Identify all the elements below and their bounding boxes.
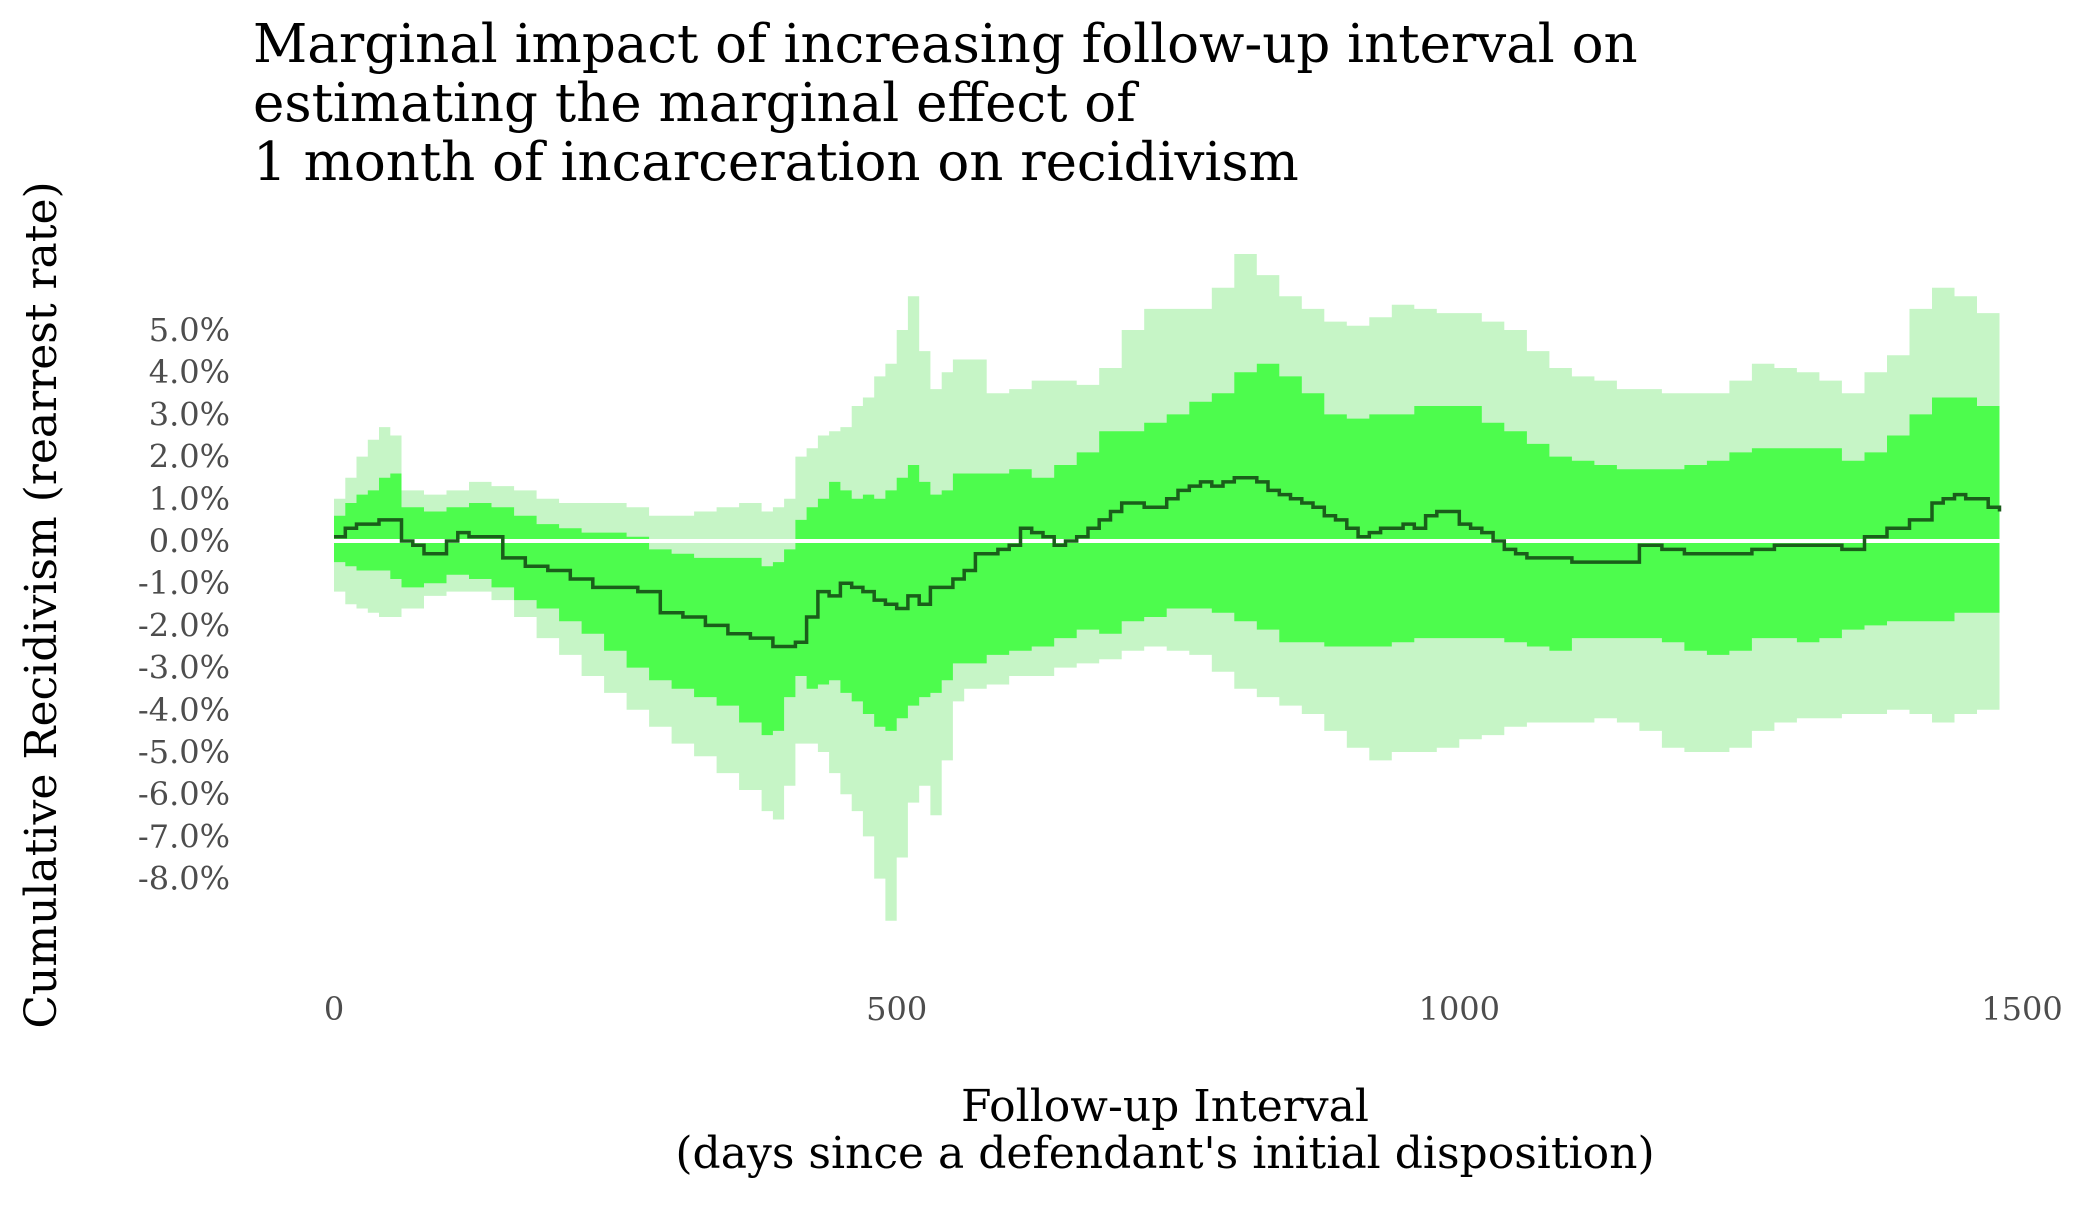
x-tick-label: 1000 [1419,990,1500,1028]
chart-title-line-3: 1 month of incarceration on recidivism [253,132,1299,193]
chart-title-line-1: Marginal impact of increasing follow-up … [253,14,1638,75]
inner-band-layer [334,363,2000,736]
y-tick-label: 0.0% [149,522,230,560]
chart-title: Marginal impact of increasing follow-up … [253,14,1638,193]
y-tick-label: -8.0% [138,860,230,898]
y-axis-ticks: 5.0% 4.0% 3.0% 2.0% 1.0% 0.0% -1.0% -2.0% -3.0% -… [138,311,230,898]
y-tick-label: -6.0% [138,775,230,813]
x-tick-label: 1500 [1981,990,2062,1028]
estimate-layer [334,475,2002,649]
estimate-line [334,475,2002,649]
x-axis-ticks: 0 500 1000 1500 [324,990,2063,1028]
x-axis-label-line-2: (days since a defendant's initial dispos… [675,1128,1654,1179]
y-tick-label: -5.0% [138,733,230,771]
y-tick-label: 2.0% [149,438,230,476]
y-tick-label: 3.0% [149,395,230,433]
y-tick-label: -2.0% [138,606,230,644]
plot-area [334,254,2002,921]
inner-confidence-band [334,363,2000,736]
y-tick-label: 1.0% [149,480,230,518]
y-tick-label: 4.0% [149,353,230,391]
y-tick-label: 5.0% [149,311,230,349]
x-tick-label: 500 [866,990,927,1028]
y-axis-label: Cumulative Recidivism (rearrest rate) [16,181,67,1028]
chart-title-line-2: estimating the marginal effect of [253,73,1139,134]
y-tick-label: -4.0% [138,691,230,729]
y-tick-label: -3.0% [138,649,230,687]
x-tick-label: 0 [324,990,344,1028]
y-tick-label: -1.0% [138,564,230,602]
y-tick-label: -7.0% [138,817,230,855]
x-axis-label-line-1: Follow-up Interval [961,1081,1369,1132]
